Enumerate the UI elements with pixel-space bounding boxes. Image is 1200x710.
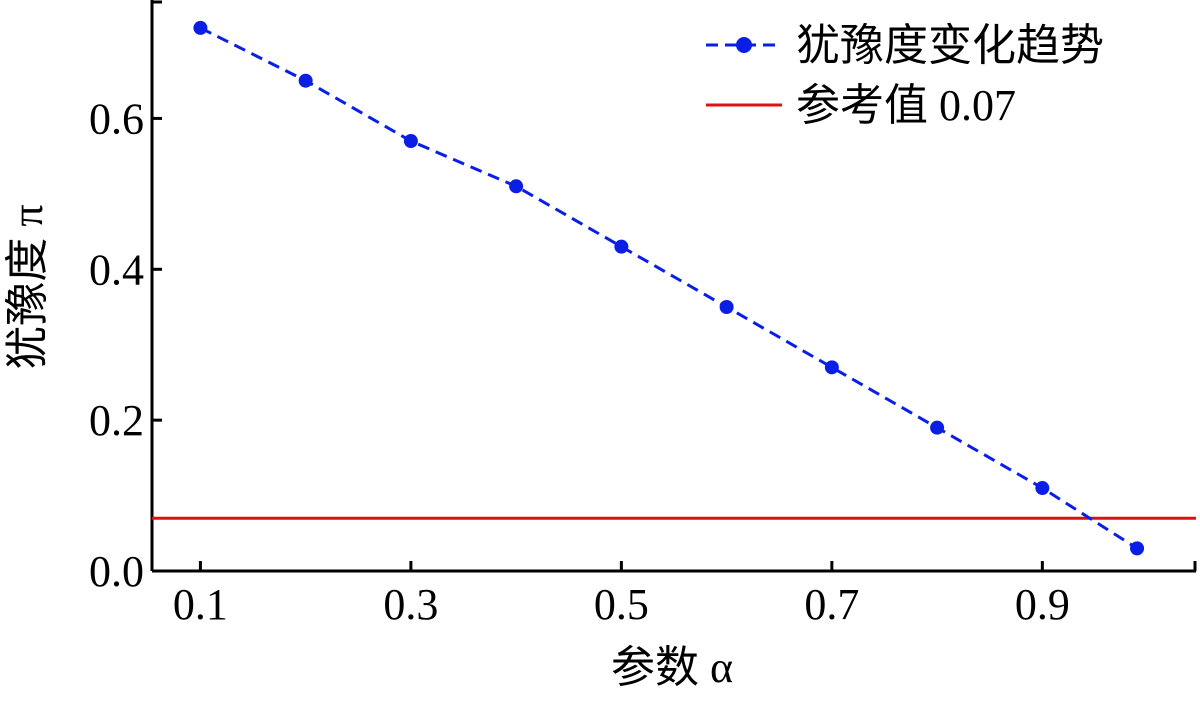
x-tick-label: 0.9 — [1015, 580, 1070, 629]
data-point — [298, 73, 313, 88]
data-point — [1130, 541, 1145, 556]
y-tick-label: 0.0 — [89, 547, 144, 596]
x-tick-label: 0.1 — [173, 580, 228, 629]
data-point — [193, 20, 208, 35]
legend-trend-marker — [736, 37, 752, 53]
data-point — [930, 420, 945, 435]
data-point — [614, 239, 629, 254]
y-tick-label: 0.4 — [89, 245, 144, 294]
data-point — [719, 299, 734, 314]
data-point — [509, 179, 524, 194]
legend-reference-label: 参考值 0.07 — [796, 81, 1016, 130]
data-point — [1035, 481, 1050, 496]
y-tick-label: 0.6 — [89, 94, 144, 143]
trend-line — [199, 26, 1138, 550]
plot-marks — [152, 20, 1196, 556]
x-tick-label: 0.7 — [804, 580, 859, 629]
x-axis-label: 参数 α — [611, 643, 733, 692]
data-point — [824, 360, 839, 375]
data-point — [403, 134, 418, 149]
legend-trend-label: 犹豫度变化趋势 — [796, 21, 1104, 70]
y-axis-label: 犹豫度 π — [3, 204, 52, 369]
x-tick-label: 0.3 — [383, 580, 438, 629]
y-tick-label: 0.2 — [89, 396, 144, 445]
x-tick-label: 0.5 — [594, 580, 649, 629]
axes: 0.0 0.2 0.4 0.6 0.1 0.3 0.5 0.7 0.9 — [89, 0, 1197, 629]
